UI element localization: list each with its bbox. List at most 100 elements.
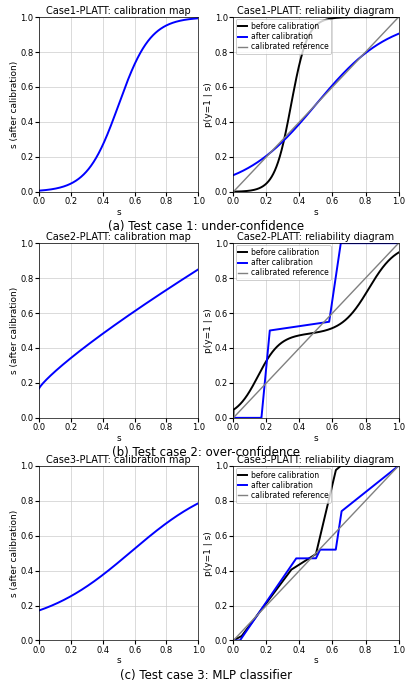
Y-axis label: p(y=1 | s): p(y=1 | s) (204, 531, 213, 575)
calibrated reference (231, 188, 236, 196)
after calibration (307, 108, 312, 116)
Title: Case1-PLATT: reliability diagram: Case1-PLATT: reliability diagram (237, 6, 394, 16)
Legend: before calibration, after calibration, calibrated reference: before calibration, after calibration, c… (236, 468, 331, 503)
before calibration (391, 252, 396, 260)
calibrated reference (307, 108, 312, 116)
after calibration (231, 414, 236, 422)
calibrated reference (391, 467, 396, 475)
after calibration (239, 167, 244, 175)
before calibration (239, 632, 244, 640)
after calibration (311, 320, 316, 328)
after calibration (391, 466, 396, 474)
after calibration (396, 239, 401, 247)
calibrated reference (396, 13, 401, 21)
after calibration (231, 636, 236, 645)
Legend: before calibration, after calibration, calibrated reference: before calibration, after calibration, c… (236, 245, 331, 280)
X-axis label: s: s (313, 656, 318, 665)
after calibration (361, 239, 366, 247)
before calibration (307, 554, 312, 562)
calibrated reference (307, 334, 312, 342)
calibrated reference (391, 466, 396, 475)
calibrated reference (311, 329, 316, 337)
calibrated reference (239, 405, 244, 413)
calibrated reference (361, 499, 366, 507)
before calibration (361, 13, 366, 21)
calibrated reference (391, 245, 396, 253)
Y-axis label: p(y=1 | s): p(y=1 | s) (204, 308, 213, 353)
Title: Case2-PLATT: reliability diagram: Case2-PLATT: reliability diagram (237, 232, 394, 242)
Line: calibrated reference: calibrated reference (233, 466, 399, 640)
after calibration (391, 32, 396, 40)
Y-axis label: p(y=1 | s): p(y=1 | s) (204, 82, 213, 127)
Line: after calibration: after calibration (233, 34, 399, 175)
calibrated reference (396, 239, 401, 247)
after calibration (307, 321, 312, 329)
after calibration (392, 239, 396, 247)
Y-axis label: s (after calibration): s (after calibration) (10, 61, 19, 148)
calibrated reference (231, 414, 236, 422)
calibrated reference (239, 627, 244, 636)
calibrated reference (391, 244, 396, 252)
before calibration (231, 636, 236, 645)
after calibration (361, 490, 366, 498)
Title: Case3-PLATT: calibration map: Case3-PLATT: calibration map (46, 455, 191, 465)
calibrated reference (391, 18, 396, 26)
Line: after calibration: after calibration (233, 466, 399, 640)
before calibration (307, 329, 312, 338)
before calibration (307, 31, 312, 39)
before calibration (239, 187, 244, 195)
before calibration (391, 252, 396, 260)
before calibration (311, 329, 316, 337)
after calibration (239, 414, 244, 422)
Line: calibrated reference: calibrated reference (233, 243, 399, 418)
before calibration (391, 13, 396, 21)
before calibration (231, 188, 236, 196)
after calibration (396, 462, 401, 470)
before calibration (391, 13, 396, 21)
Title: Case1-PLATT: calibration map: Case1-PLATT: calibration map (46, 6, 191, 16)
before calibration (392, 462, 396, 470)
before calibration (231, 414, 236, 422)
before calibration (361, 293, 366, 301)
Line: before calibration: before calibration (233, 466, 399, 640)
Legend: before calibration, after calibration, calibrated reference: before calibration, after calibration, c… (236, 19, 331, 54)
calibrated reference (361, 50, 366, 58)
X-axis label: s: s (313, 434, 318, 443)
after calibration (311, 103, 316, 111)
before calibration (239, 398, 244, 406)
after calibration (338, 239, 343, 247)
Title: Case3-PLATT: reliability diagram: Case3-PLATT: reliability diagram (237, 455, 394, 465)
calibrated reference (231, 636, 236, 645)
Text: (c) Test case 3: MLP classifier: (c) Test case 3: MLP classifier (121, 669, 292, 682)
after calibration (311, 554, 316, 562)
Y-axis label: s (after calibration): s (after calibration) (10, 287, 19, 374)
Text: (a) Test case 1: under-confidence: (a) Test case 1: under-confidence (109, 220, 304, 233)
after calibration (391, 466, 396, 474)
before calibration (396, 249, 401, 257)
Text: (b) Test case 2: over-confidence: (b) Test case 2: over-confidence (112, 446, 301, 459)
calibrated reference (311, 103, 316, 111)
calibrated reference (361, 276, 366, 284)
after calibration (361, 51, 366, 59)
calibrated reference (311, 551, 316, 560)
Title: Case2-PLATT: calibration map: Case2-PLATT: calibration map (46, 232, 191, 242)
after calibration (391, 32, 396, 40)
Line: after calibration: after calibration (233, 243, 399, 418)
after calibration (396, 29, 401, 38)
before calibration (311, 24, 316, 32)
after calibration (239, 634, 244, 642)
Line: calibrated reference: calibrated reference (233, 17, 399, 192)
Line: before calibration: before calibration (233, 17, 399, 192)
after calibration (391, 239, 396, 247)
before calibration (396, 462, 401, 470)
calibrated reference (396, 462, 401, 470)
before calibration (311, 551, 316, 560)
X-axis label: s: s (116, 434, 121, 443)
X-axis label: s: s (116, 208, 121, 216)
calibrated reference (239, 179, 244, 187)
Line: before calibration: before calibration (233, 253, 399, 418)
Y-axis label: s (after calibration): s (after calibration) (10, 510, 19, 597)
calibrated reference (307, 556, 312, 564)
before calibration (338, 462, 343, 470)
before calibration (396, 13, 401, 21)
